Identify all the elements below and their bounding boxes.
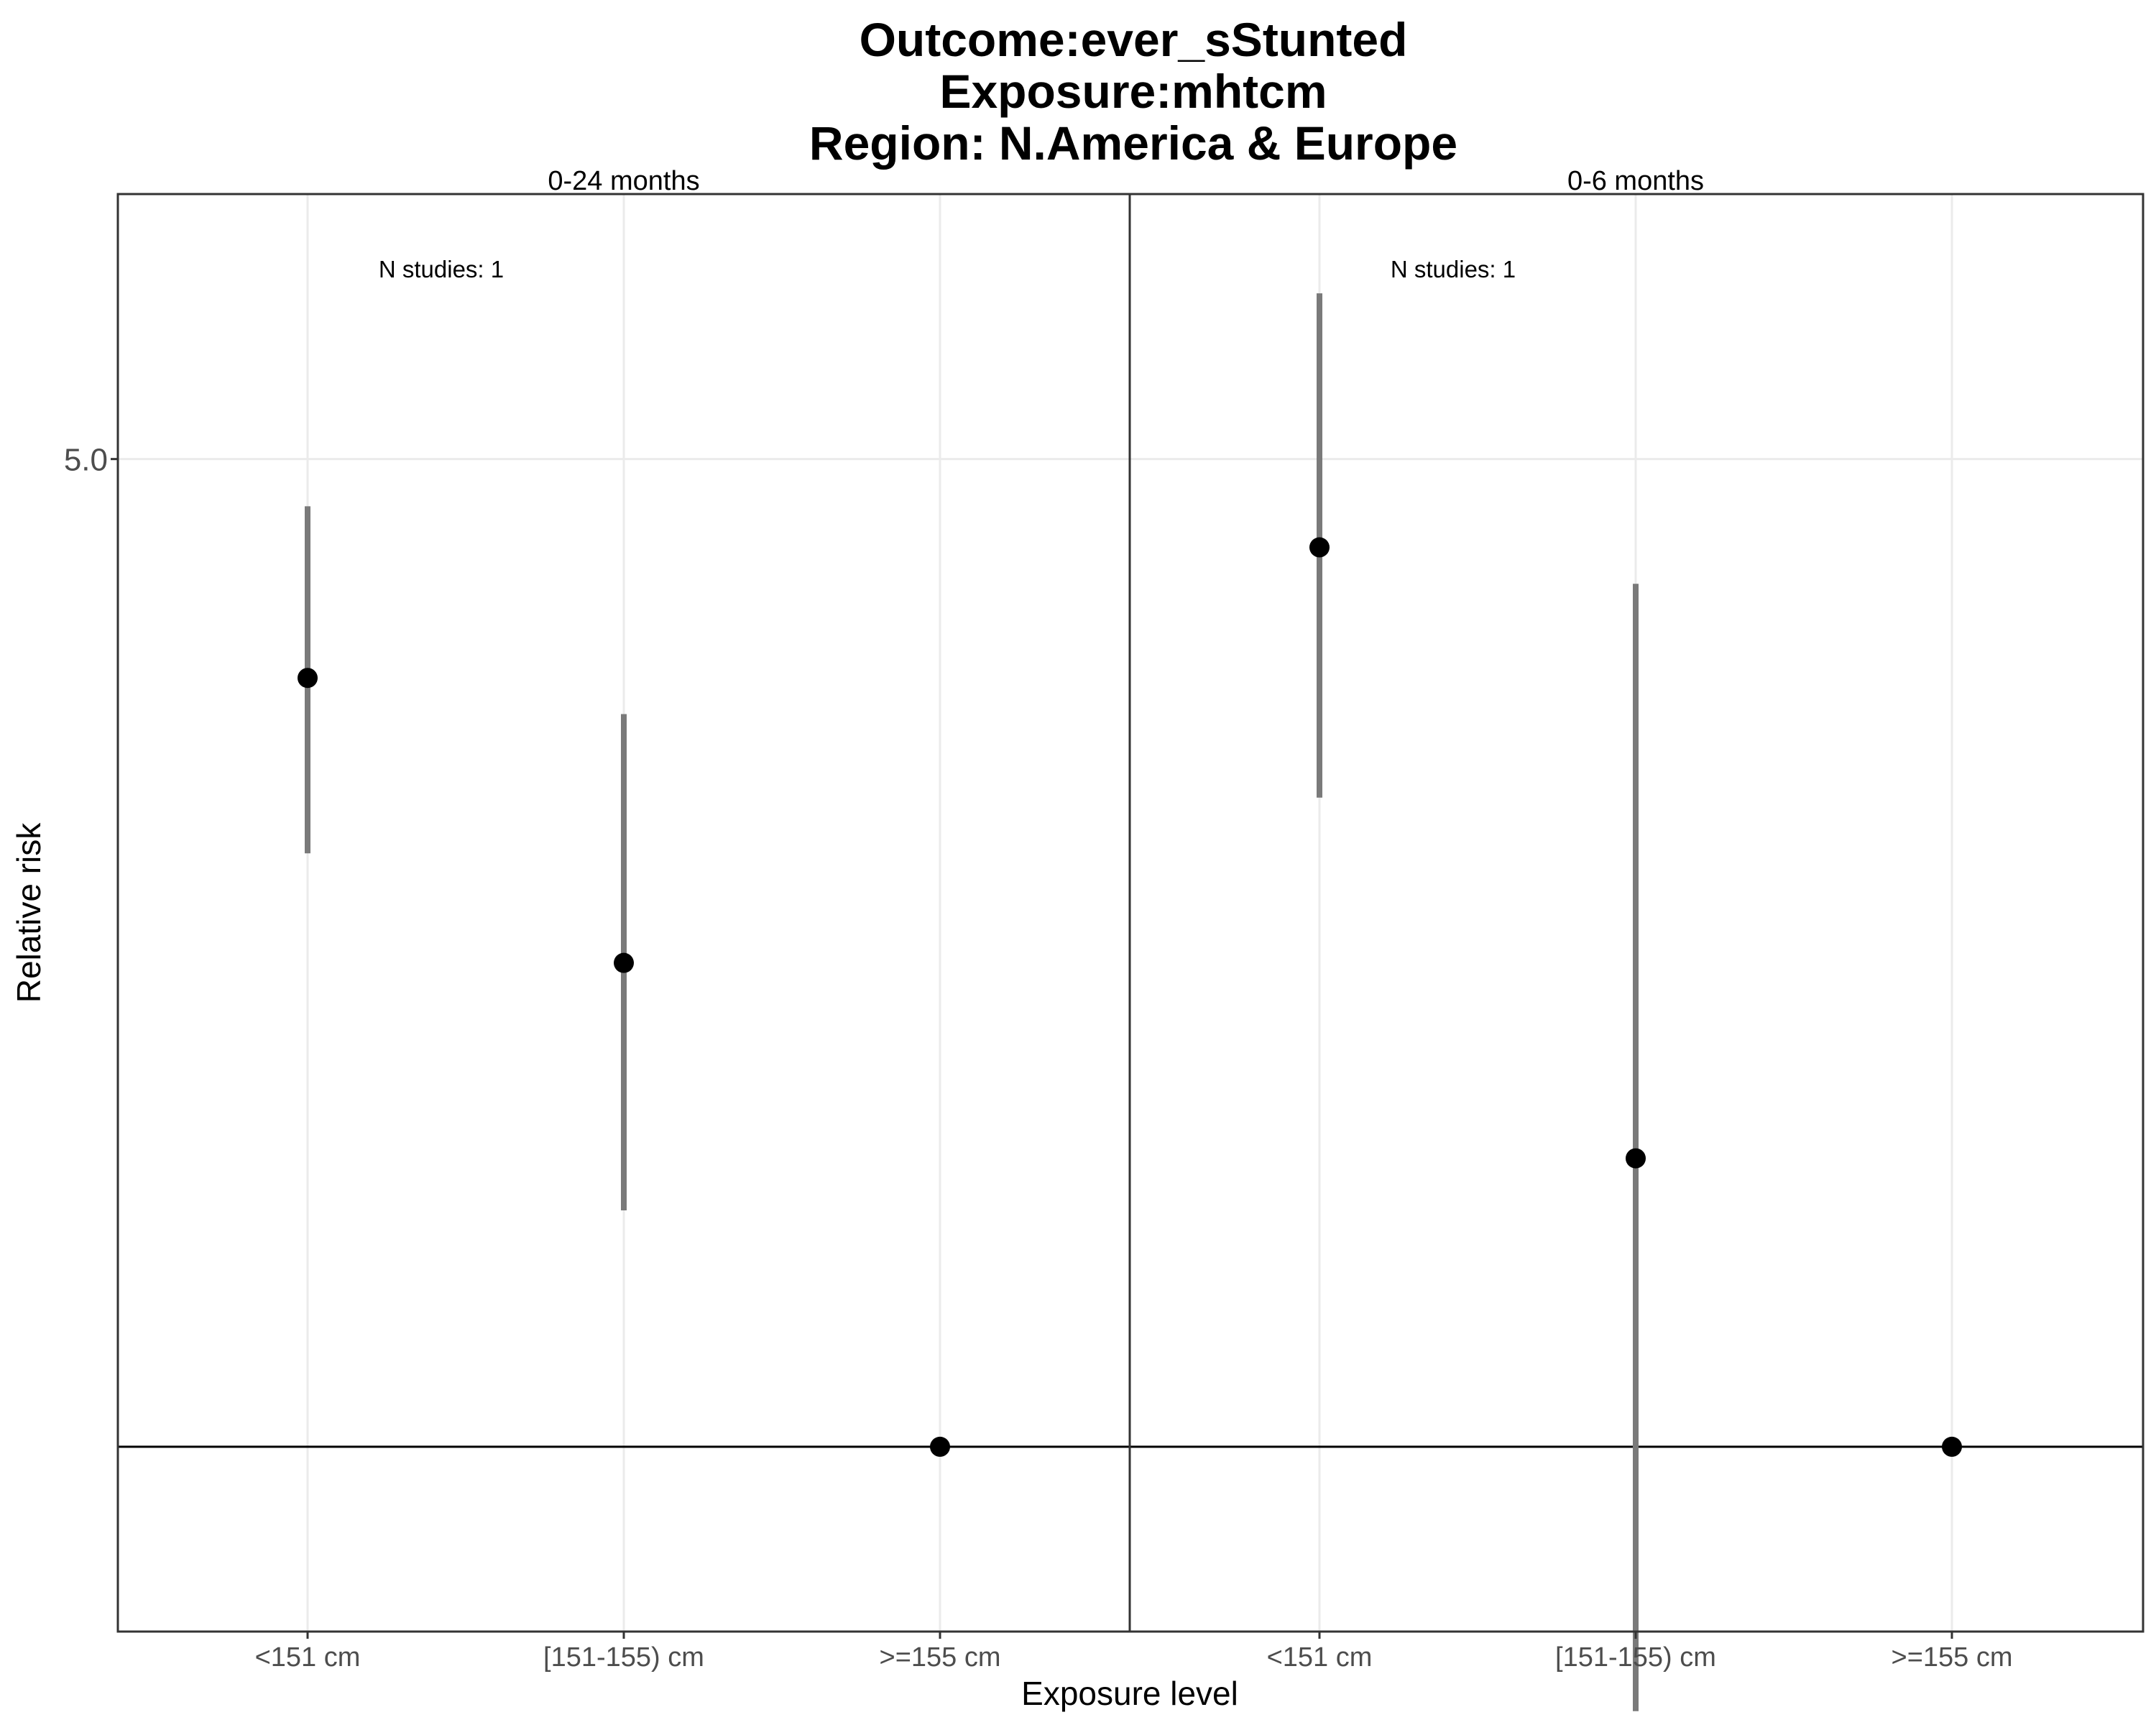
chart-title: Outcome:ever_sStunted Exposure:mhtcm Reg… [809, 13, 1457, 170]
facet-panel: N studies: 1 0-24 months <151 cm [151-155) … [116, 166, 1131, 1673]
n-studies-annotation: N studies: 1 [379, 256, 504, 282]
facet-panels: N studies: 1 0-24 months <151 cm [151-155) … [116, 166, 2145, 1711]
x-axis-title: Exposure level [1021, 1675, 1238, 1712]
x-tick-label: >=155 cm [880, 1642, 1001, 1673]
point-estimate [614, 952, 634, 973]
x-tick-label: <151 cm [255, 1642, 361, 1673]
y-axis: 5.0 [64, 443, 118, 478]
y-tick-label: 5.0 [64, 443, 108, 478]
x-tick-label: [151-155) cm [1555, 1642, 1716, 1673]
facet-strip-label: 0-24 months [548, 166, 699, 196]
n-studies-annotation: N studies: 1 [1391, 256, 1516, 282]
x-tick-label: >=155 cm [1892, 1642, 2013, 1673]
facet-strip-label: 0-6 months [1567, 166, 1704, 196]
point-estimate [298, 668, 318, 689]
title-line-region: Region: N.America & Europe [809, 116, 1457, 170]
point-estimate [1942, 1436, 1962, 1457]
facet-panel: N studies: 1 0-6 months <151 cm [151-155) c… [1128, 166, 2145, 1711]
x-tick-label: [151-155) cm [543, 1642, 704, 1673]
title-line-exposure: Exposure:mhtcm [939, 65, 1327, 118]
title-line-outcome: Outcome:ever_sStunted [860, 13, 1408, 66]
point-estimate [1626, 1148, 1646, 1169]
point-estimate [1309, 537, 1330, 558]
y-axis-title: Relative risk [10, 822, 47, 1003]
x-tick-label: <151 cm [1267, 1642, 1373, 1673]
point-estimate [930, 1436, 950, 1457]
